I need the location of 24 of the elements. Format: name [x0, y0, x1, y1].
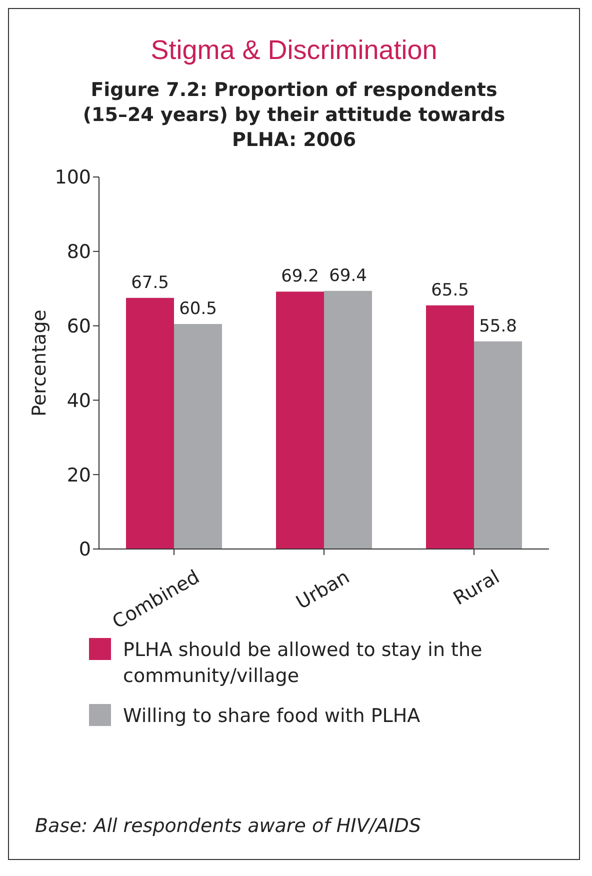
y-tick-label: 60: [66, 316, 91, 338]
bar: [126, 298, 174, 549]
text: Base: All respondents aware of HIV/AIDS: [35, 815, 421, 837]
bar: [276, 292, 324, 549]
legend-label: PLHA should be allowed to stay in the community/village: [123, 638, 484, 689]
data-label: 69.4: [329, 266, 367, 286]
y-tick-label: 20: [66, 464, 91, 486]
y-tick-label: 40: [66, 390, 91, 412]
y-axis-title: Percentage: [28, 310, 51, 416]
data-label: 60.5: [179, 298, 217, 319]
data-label: 65.5: [431, 280, 469, 300]
chart-title: Stigma & Discrimination: [150, 35, 438, 66]
y-tick-label: 100: [54, 166, 91, 189]
legend-label: Willing to share food with PLHA: [123, 704, 420, 729]
bar: [324, 290, 372, 549]
data-label: 67.5: [131, 272, 169, 293]
y-tick-label: 80: [66, 241, 91, 264]
data-label: 69.2: [281, 266, 319, 287]
data-label: 55.8: [479, 316, 517, 336]
y-tick-label: 0: [78, 538, 91, 561]
bar: [474, 341, 522, 549]
bar: [426, 305, 474, 549]
chart-subtitle: Figure 7.2: Proportion of respondents (15–24 years) by their attitude towards PLHA: 2006: [82, 78, 506, 153]
bar: [174, 324, 222, 549]
